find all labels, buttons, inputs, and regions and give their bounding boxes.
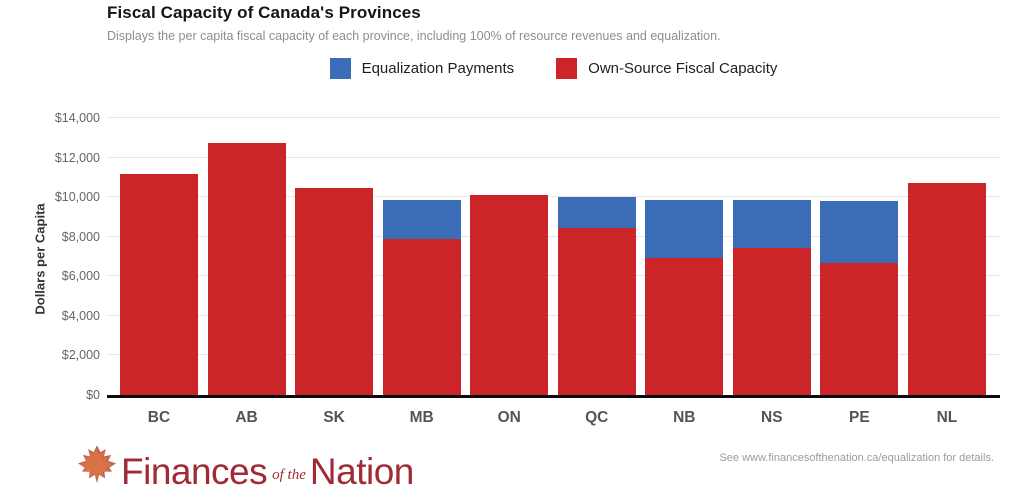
equalization-segment-ns[interactable] bbox=[732, 200, 811, 248]
y-tick-label: $10,000 bbox=[54, 190, 100, 205]
own-source-segment-bc[interactable] bbox=[120, 174, 198, 395]
maple-leaf-icon bbox=[78, 445, 116, 484]
bar-pe[interactable] bbox=[820, 201, 899, 395]
bar-sk[interactable] bbox=[295, 188, 374, 395]
own-source-segment-qc[interactable] bbox=[557, 227, 636, 395]
brand-word-nation: Nation bbox=[309, 450, 414, 492]
equalization-segment-qc[interactable] bbox=[557, 197, 636, 228]
gridline bbox=[107, 275, 1000, 277]
gridline bbox=[107, 117, 1000, 118]
plot-area bbox=[107, 117, 1000, 398]
own-source-segment-ab[interactable] bbox=[207, 142, 286, 395]
equalization-segment-pe[interactable] bbox=[820, 201, 899, 264]
x-axis-label-ab: AB bbox=[235, 409, 258, 426]
y-tick-label: $4,000 bbox=[61, 308, 100, 323]
equalization-segment-mb[interactable] bbox=[382, 200, 461, 239]
legend-item-own-source[interactable]: Own-Source Fiscal Capacity bbox=[556, 58, 777, 79]
x-axis-label-mb: MB bbox=[409, 409, 434, 426]
x-axis-labels: BC AB SK MB ON QC NB NS PE NL bbox=[120, 409, 986, 427]
x-axis-label-pe: PE bbox=[849, 409, 870, 426]
gridline bbox=[107, 354, 1000, 356]
y-tick-label: $2,000 bbox=[61, 348, 100, 363]
legend-swatch-equalization bbox=[329, 58, 351, 79]
y-tick-label: $14,000 bbox=[54, 111, 100, 125]
bars bbox=[120, 142, 986, 395]
bar-nl[interactable] bbox=[907, 183, 986, 395]
gridline bbox=[107, 156, 1000, 158]
legend-swatch-own-source bbox=[556, 58, 578, 79]
x-axis-label-nl: NL bbox=[936, 409, 958, 426]
brand-word-of-the: of the bbox=[272, 467, 306, 483]
x-axis-label-sk: SK bbox=[323, 409, 345, 426]
x-axis-label-nb: NB bbox=[673, 409, 696, 426]
bar-on[interactable] bbox=[470, 195, 549, 395]
chart-title: Fiscal Capacity of Canada's Provinces bbox=[107, 3, 421, 22]
bar-ns[interactable] bbox=[732, 200, 811, 395]
equalization-segment-nb[interactable] bbox=[645, 200, 724, 259]
brand-word-finances: Finances bbox=[121, 450, 268, 492]
y-tick-label: $6,000 bbox=[61, 269, 100, 284]
own-source-segment-pe[interactable] bbox=[820, 263, 899, 395]
bar-qc[interactable] bbox=[557, 197, 636, 395]
legend: Equalization Payments Own-Source Fiscal … bbox=[107, 58, 1000, 79]
legend-label-own-source: Own-Source Fiscal Capacity bbox=[588, 60, 778, 77]
y-tick-label: $0 bbox=[86, 388, 100, 402]
chart-subtitle: Displays the per capita fiscal capacity … bbox=[107, 29, 721, 43]
bar-ab[interactable] bbox=[207, 142, 286, 395]
gridline bbox=[107, 314, 1000, 316]
bar-bc[interactable] bbox=[120, 174, 198, 395]
x-axis-label-qc: QC bbox=[585, 409, 609, 426]
own-source-segment-ns[interactable] bbox=[732, 247, 811, 395]
x-axis-label-on: ON bbox=[497, 409, 521, 426]
bar-mb[interactable] bbox=[382, 200, 461, 395]
y-tick-label: $8,000 bbox=[61, 229, 100, 244]
x-axis-label-bc: BC bbox=[147, 409, 171, 426]
gridline bbox=[107, 196, 1000, 198]
footer-note: See www.financesofthenation.ca/equalizat… bbox=[719, 452, 994, 464]
brand-logo[interactable]: Finances of the Nation bbox=[78, 439, 414, 492]
bar-nb[interactable] bbox=[645, 200, 724, 395]
own-source-segment-mb[interactable] bbox=[382, 238, 461, 395]
own-source-segment-nl[interactable] bbox=[907, 183, 986, 395]
x-axis-line bbox=[107, 395, 1000, 398]
legend-item-equalization[interactable]: Equalization Payments bbox=[329, 58, 515, 79]
own-source-segment-nb[interactable] bbox=[645, 258, 724, 395]
y-axis-ticks: $0 $2,000 $4,000 $6,000 $8,000 $10,000 $12,000… bbox=[0, 111, 100, 402]
own-source-segment-sk[interactable] bbox=[295, 188, 374, 395]
own-source-segment-on[interactable] bbox=[470, 195, 549, 395]
legend-label-equalization: Equalization Payments bbox=[361, 60, 515, 77]
y-tick-label: $12,000 bbox=[54, 150, 100, 165]
x-axis-label-ns: NS bbox=[761, 409, 783, 426]
gridline bbox=[107, 235, 1000, 237]
